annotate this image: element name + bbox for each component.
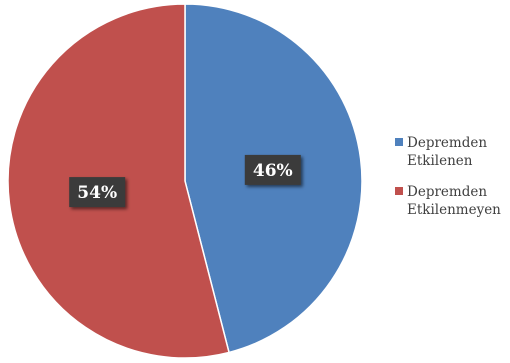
data-label-box	[69, 177, 126, 208]
data-label-etkilenen: 46%	[244, 154, 301, 185]
legend-label-line2: Etkilenmeyen	[407, 202, 501, 218]
legend-swatch	[395, 187, 403, 195]
legend-label-line1: Depremden	[407, 135, 487, 151]
legend-item-etkilenmeyen: Depremden Etkilenmeyen	[395, 184, 501, 218]
data-label-etkilenmeyen: 54%	[69, 177, 126, 208]
pie-data-labels: 46% 54%	[69, 154, 301, 208]
legend-item-etkilenen: Depremden Etkilenen	[395, 135, 487, 169]
legend: Depremden Etkilenen Depremden Etkilenmeyen	[395, 135, 501, 218]
legend-label-line1: Depremden	[407, 184, 487, 200]
data-label-text: 54%	[77, 183, 117, 203]
data-label-text: 46%	[253, 161, 293, 181]
pie-slices	[7, 3, 363, 359]
legend-swatch	[395, 138, 403, 146]
legend-label-line2: Etkilenen	[407, 153, 473, 169]
data-label-box	[244, 154, 301, 185]
